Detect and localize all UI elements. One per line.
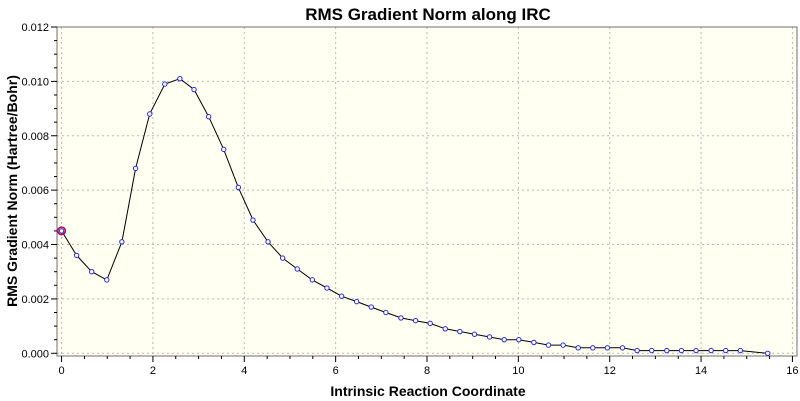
data-point: [765, 350, 771, 356]
data-point: [531, 339, 537, 346]
data-point: [132, 165, 139, 172]
data-point: [191, 86, 197, 93]
data-point: [368, 304, 374, 310]
data-point: [634, 347, 640, 354]
data-point: [324, 285, 330, 291]
chart-title: RMS Gradient Norm along IRC: [305, 5, 551, 24]
data-point: [398, 315, 404, 321]
data-point: [708, 347, 714, 354]
data-point: [427, 320, 433, 327]
y-tick-label: 0.000: [21, 348, 49, 360]
data-point: [338, 293, 345, 299]
data-point: [471, 331, 478, 337]
data-point: [575, 345, 581, 351]
data-point: [162, 81, 168, 87]
data-point: [678, 347, 685, 354]
x-axis-label: Intrinsic Reaction Coordinate: [330, 383, 525, 399]
x-tick-label: 4: [241, 365, 247, 377]
x-tick-label: 6: [333, 365, 339, 377]
x-tick-label: 16: [786, 365, 798, 377]
y-tick-label: 0.006: [21, 185, 49, 197]
data-point: [104, 277, 110, 283]
data-point: [693, 347, 699, 354]
highlighted-point: [56, 226, 67, 236]
data-point: [619, 345, 626, 351]
data-point: [412, 317, 419, 324]
data-point: [383, 309, 389, 316]
data-point: [58, 228, 65, 234]
y-tick-label: 0.012: [21, 22, 49, 34]
y-tick-label: 0.002: [21, 294, 49, 306]
data-point: [119, 239, 125, 245]
data-point: [664, 347, 670, 354]
data-point: [221, 146, 227, 153]
data-point: [590, 345, 596, 351]
data-point: [353, 298, 360, 305]
y-tick-label: 0.004: [21, 240, 49, 252]
x-tick-label: 10: [512, 365, 524, 377]
data-point: [516, 336, 522, 343]
data-point: [279, 255, 286, 261]
data-point: [235, 184, 242, 191]
y-axis-label: RMS Gradient Norm (Hartree/Bohr): [4, 75, 20, 307]
y-tick-label: 0.008: [21, 131, 49, 143]
x-tick-label: 2: [150, 365, 156, 377]
data-point: [560, 342, 566, 348]
data-point: [604, 345, 611, 351]
data-point: [737, 347, 744, 354]
x-tick-label: 8: [424, 365, 430, 377]
data-point: [545, 342, 552, 348]
data-point: [723, 347, 729, 354]
y-tick-label: 0.010: [21, 76, 49, 88]
data-point: [177, 75, 183, 82]
data-point: [457, 328, 463, 335]
data-point: [649, 347, 655, 354]
data-point: [250, 217, 256, 223]
data-point: [89, 269, 95, 275]
data-point: [501, 336, 507, 343]
x-tick-label: 12: [604, 365, 616, 377]
plot-background: [57, 27, 797, 356]
x-tick-label: 14: [695, 365, 707, 377]
data-point: [147, 111, 153, 117]
data-point: [486, 334, 493, 340]
data-point: [265, 239, 271, 245]
x-tick-label: 0: [59, 365, 65, 377]
data-point: [205, 114, 212, 120]
data-point: [309, 277, 316, 283]
data-point: [442, 326, 448, 332]
plot-area: 0 2 4 6 8 10 12 14 16 0.000 0.002 0.004 0.006 0.008 0.…: [21, 22, 798, 377]
data-point: [294, 266, 300, 272]
data-point: [73, 252, 80, 259]
